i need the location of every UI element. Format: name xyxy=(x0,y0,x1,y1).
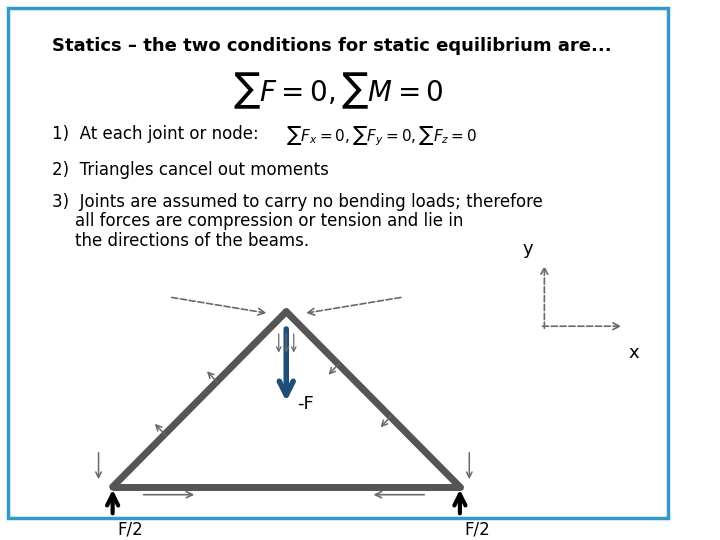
Text: $\sum F_x = 0, \sum F_y = 0, \sum F_z = 0$: $\sum F_x = 0, \sum F_y = 0, \sum F_z = … xyxy=(287,125,477,148)
Text: F/2: F/2 xyxy=(117,521,143,539)
Text: $\sum F = 0, \sum M = 0$: $\sum F = 0, \sum M = 0$ xyxy=(233,70,444,111)
Text: 1)  At each joint or node:: 1) At each joint or node: xyxy=(52,125,258,143)
Text: 3)  Joints are assumed to carry no bending loads; therefore: 3) Joints are assumed to carry no bendin… xyxy=(52,193,542,211)
Text: -F: -F xyxy=(297,395,314,413)
Text: Statics – the two conditions for static equilibrium are...: Statics – the two conditions for static … xyxy=(52,37,611,55)
Text: x: x xyxy=(629,344,639,362)
Text: the directions of the beams.: the directions of the beams. xyxy=(75,232,309,250)
Text: F/2: F/2 xyxy=(464,521,490,539)
Text: all forces are compression or tension and lie in: all forces are compression or tension an… xyxy=(75,212,464,230)
Text: 2)  Triangles cancel out moments: 2) Triangles cancel out moments xyxy=(52,161,328,179)
FancyBboxPatch shape xyxy=(7,8,668,518)
Text: y: y xyxy=(523,240,533,258)
